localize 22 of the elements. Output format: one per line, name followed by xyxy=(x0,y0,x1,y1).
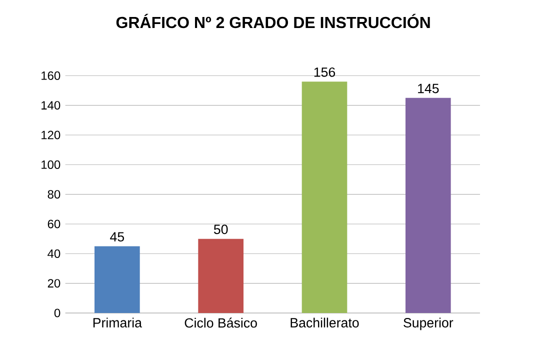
data-label: 145 xyxy=(418,84,439,94)
y-tick-label: 140 xyxy=(42,101,60,110)
x-tick-label: Primaria xyxy=(93,318,142,328)
x-tick-label: Bachillerato xyxy=(290,318,359,328)
x-tick-label: Superior xyxy=(404,318,454,330)
y-tick-label: 80 xyxy=(48,190,60,199)
y-tick-label: 40 xyxy=(48,249,60,258)
y-tick-label: 20 xyxy=(48,279,60,288)
bar xyxy=(198,238,244,313)
y-tick-label: 0 xyxy=(54,308,60,318)
y-tick-label: 60 xyxy=(48,220,60,228)
data-label: 50 xyxy=(214,224,228,234)
data-label: 156 xyxy=(314,67,336,77)
y-tick-label: 100 xyxy=(42,160,60,169)
data-label: 45 xyxy=(110,232,124,242)
y-tick-label: 160 xyxy=(42,71,60,80)
bar xyxy=(406,98,451,313)
chart-title: GRÁFICO Nº 2 GRADO DE INSTRUCCIÓN xyxy=(116,14,430,28)
bar xyxy=(94,246,140,313)
y-tick-label: 120 xyxy=(42,130,60,140)
bar xyxy=(302,82,348,313)
x-tick-label: Ciclo Básico xyxy=(184,318,257,328)
